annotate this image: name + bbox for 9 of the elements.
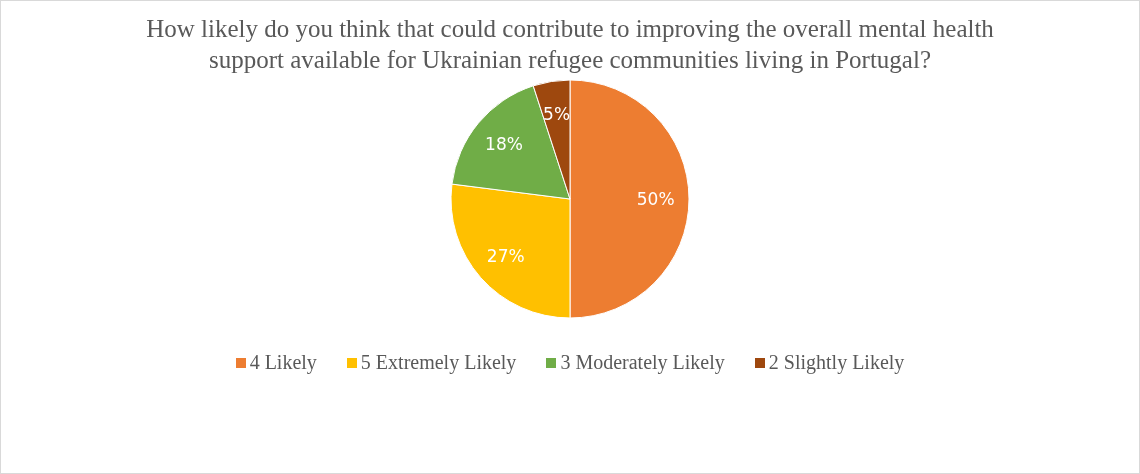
data-label: 27%: [486, 245, 525, 266]
data-label: 50%: [636, 189, 675, 209]
legend-label: 4 Likely: [249, 351, 317, 374]
legend-label: 5 Extremely Likely: [360, 351, 517, 374]
legend-label: 2 Slightly Likely: [768, 351, 905, 374]
data-label: 18%: [485, 134, 523, 155]
data-label: 5%: [543, 104, 571, 125]
chart-title: How likely do you think that could contribute to improving the overall mental health support available for Ukrainian refugee communities living in Portugal?: [145, 14, 995, 75]
legend-label: 3 Moderately Likely: [560, 351, 725, 374]
